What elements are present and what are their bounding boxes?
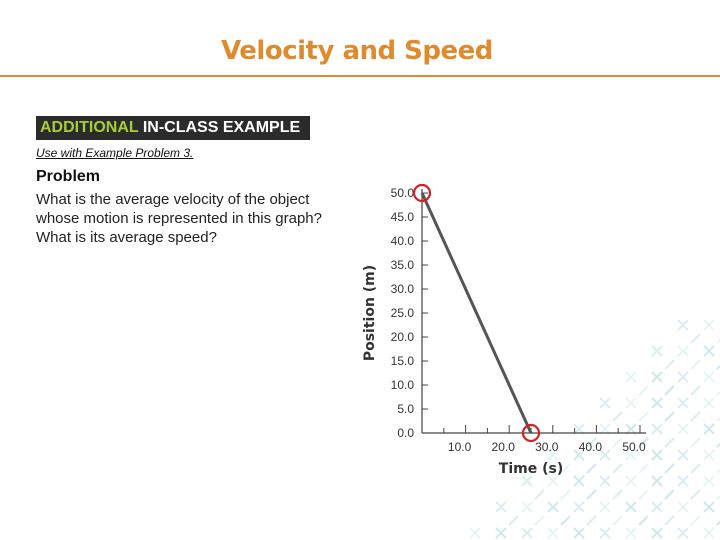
pattern-mark bbox=[547, 527, 559, 539]
y-tick-label: 5.0 bbox=[397, 402, 414, 416]
pattern-mark bbox=[677, 501, 701, 526]
graph-axes bbox=[421, 189, 646, 434]
pattern-mark bbox=[651, 501, 675, 526]
pattern-mark bbox=[703, 501, 720, 526]
pattern-mark bbox=[703, 319, 720, 344]
banner-in-class-example: IN-CLASS EXAMPLE bbox=[142, 119, 301, 136]
x-tick-label: 50.0 bbox=[622, 440, 646, 454]
x-tick-label: 20.0 bbox=[492, 440, 516, 454]
highlight-marker bbox=[521, 423, 541, 443]
y-tick-label: 10.0 bbox=[391, 378, 415, 392]
problem-heading: Problem bbox=[36, 168, 101, 185]
graph-series bbox=[420, 192, 533, 434]
x-tick-label: 30.0 bbox=[535, 440, 559, 454]
pattern-mark bbox=[521, 501, 545, 526]
graph-markers bbox=[412, 183, 541, 443]
pattern-mark bbox=[703, 475, 720, 500]
pattern-mark bbox=[495, 501, 519, 526]
position-time-graph: 0.0 5.0 10.0 15.0 20.0 25.0 30.0 35.0 40.0 45.0 50… bbox=[362, 183, 646, 477]
pattern-mark bbox=[651, 527, 663, 539]
pattern-mark bbox=[521, 527, 533, 539]
pattern-mark bbox=[625, 527, 637, 539]
pattern-mark bbox=[703, 371, 720, 396]
y-tick-label: 20.0 bbox=[391, 330, 415, 344]
x-tick-label: 40.0 bbox=[579, 440, 603, 454]
pattern-mark bbox=[677, 345, 701, 370]
pattern-mark bbox=[573, 527, 585, 539]
problem-text: What is the average velocity of the obje… bbox=[36, 191, 322, 246]
y-tick-label: 25.0 bbox=[391, 306, 415, 320]
pattern-mark bbox=[469, 527, 481, 539]
pattern-mark bbox=[677, 475, 701, 500]
pattern-mark bbox=[703, 527, 715, 539]
highlight-marker bbox=[412, 183, 432, 203]
pattern-mark bbox=[703, 397, 720, 422]
position-line bbox=[420, 192, 533, 434]
pattern-mark bbox=[703, 449, 720, 474]
x-tick-label: 10.0 bbox=[448, 440, 472, 454]
y-tick-label: 15.0 bbox=[391, 354, 415, 368]
y-axis-label: Position (m) bbox=[362, 265, 378, 361]
pattern-mark bbox=[677, 371, 701, 396]
y-tick-label: 30.0 bbox=[391, 282, 415, 296]
use-with-note: Use with Example Problem 3. bbox=[36, 146, 194, 160]
pattern-mark bbox=[677, 319, 701, 344]
pattern-mark bbox=[547, 501, 571, 526]
y-ticks: 0.0 5.0 10.0 15.0 20.0 25.0 30.0 35.0 40.0 45.0 50… bbox=[391, 186, 428, 440]
pattern-mark bbox=[625, 501, 649, 526]
pattern-mark bbox=[599, 527, 611, 539]
y-tick-label: 50.0 bbox=[391, 186, 415, 200]
x-ticks: 10.0 20.0 30.0 40.0 50.0 bbox=[443, 425, 646, 454]
pattern-mark bbox=[703, 423, 720, 448]
pattern-mark bbox=[599, 501, 623, 526]
slide-title: Velocity and Speed bbox=[221, 36, 493, 66]
title-underline bbox=[0, 75, 720, 77]
pattern-mark bbox=[677, 527, 689, 539]
example-banner: ADDITIONAL IN-CLASS EXAMPLE bbox=[36, 116, 310, 140]
pattern-mark bbox=[677, 449, 701, 474]
y-tick-label: 35.0 bbox=[391, 258, 415, 272]
banner-additional: ADDITIONAL bbox=[40, 119, 143, 136]
pattern-mark bbox=[703, 345, 720, 370]
y-tick-label: 0.0 bbox=[397, 426, 414, 440]
y-tick-label: 40.0 bbox=[391, 234, 415, 248]
pattern-mark bbox=[495, 527, 507, 539]
x-axis-label: Time (s) bbox=[499, 461, 563, 477]
y-tick-label: 45.0 bbox=[391, 210, 415, 224]
pattern-mark bbox=[677, 397, 701, 422]
pattern-mark bbox=[573, 501, 597, 526]
pattern-mark bbox=[677, 423, 701, 448]
